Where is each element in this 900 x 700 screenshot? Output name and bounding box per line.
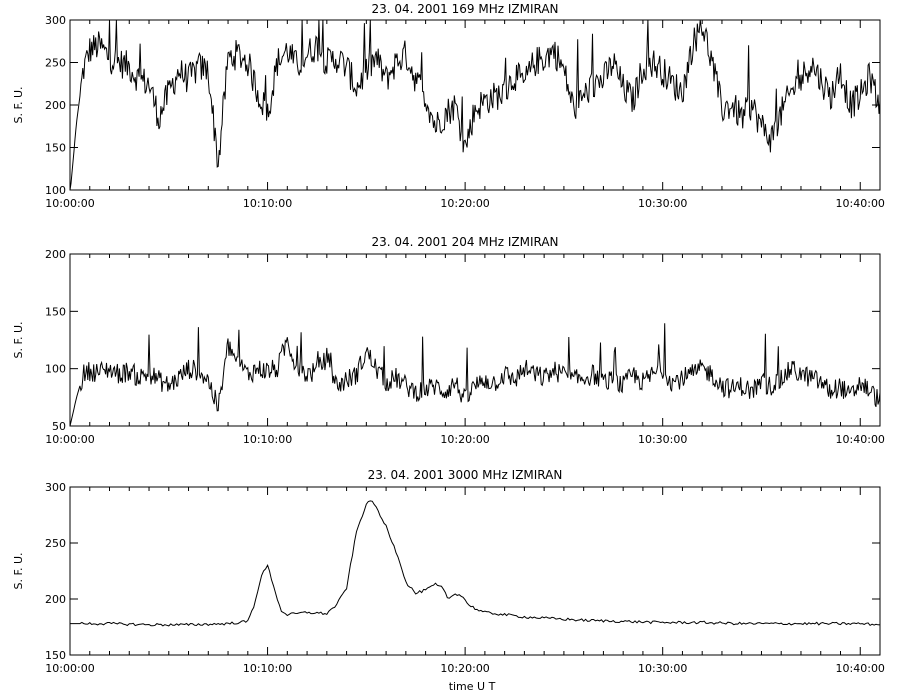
panel-204mhz: 23. 04. 2001 204 MHz IZMIRAN S. F. U. 50… (12, 235, 885, 446)
y-ticks: 150 200 250 300 (45, 481, 880, 662)
y-ticks: 50 100 150 200 (45, 248, 880, 433)
x-tick-label: 10:20:00 (440, 662, 489, 675)
x-tick-label: 10:10:00 (243, 197, 292, 210)
series-line (69, 323, 881, 427)
x-ticks: 10:00:00 10:10:00 10:20:00 10:30:00 10:40:00 (45, 254, 885, 446)
y-tick-label: 150 (45, 305, 66, 318)
y-tick-label: 200 (45, 99, 66, 112)
series-line (70, 500, 881, 627)
x-axis-label: time U T (449, 680, 496, 693)
x-tick-label: 10:40:00 (836, 433, 885, 446)
x-tick-label: 10:10:00 (243, 433, 292, 446)
y-tick-label: 250 (45, 57, 66, 70)
y-tick-label: 100 (45, 184, 66, 197)
plot-frame (69, 486, 881, 656)
y-tick-label: 150 (45, 142, 66, 155)
x-tick-label: 10:30:00 (638, 662, 687, 675)
panel-3000mhz: 23. 04. 2001 3000 MHz IZMIRAN S. F. U. 1… (12, 468, 885, 693)
y-tick-label: 300 (45, 481, 66, 494)
y-tick-label: 50 (52, 420, 66, 433)
x-ticks: 10:00:00 10:10:00 10:20:00 10:30:00 10:40:00 (45, 20, 885, 210)
chart-title: 23. 04. 2001 3000 MHz IZMIRAN (368, 468, 563, 482)
x-tick-label: 10:30:00 (638, 197, 687, 210)
chart-title: 23. 04. 2001 169 MHz IZMIRAN (371, 2, 558, 16)
x-tick-label: 10:30:00 (638, 433, 687, 446)
x-tick-label: 10:00:00 (45, 662, 94, 675)
y-ticks: 100 150 200 250 300 (45, 14, 880, 197)
y-tick-label: 150 (45, 649, 66, 662)
x-tick-label: 10:00:00 (45, 197, 94, 210)
y-tick-label: 200 (45, 593, 66, 606)
y-axis-label: S. F. U. (12, 552, 25, 589)
x-tick-label: 10:40:00 (836, 197, 885, 210)
y-axis-label: S. F. U. (12, 86, 25, 123)
panel-169mhz: 23. 04. 2001 169 MHz IZMIRAN S. F. U. 10… (12, 2, 885, 210)
y-tick-label: 250 (45, 537, 66, 550)
chart-title: 23. 04. 2001 204 MHz IZMIRAN (371, 235, 558, 249)
y-tick-label: 100 (45, 363, 66, 376)
plot-frame (69, 253, 881, 427)
x-tick-label: 10:10:00 (243, 662, 292, 675)
x-tick-label: 10:00:00 (45, 433, 94, 446)
series-line (69, 19, 881, 191)
x-ticks: 10:00:00 10:10:00 10:20:00 10:30:00 10:40:00 (45, 487, 885, 675)
y-tick-label: 300 (45, 14, 66, 27)
x-tick-label: 10:40:00 (836, 662, 885, 675)
x-tick-label: 10:20:00 (440, 197, 489, 210)
y-axis-label: S. F. U. (12, 321, 25, 358)
x-tick-label: 10:20:00 (440, 433, 489, 446)
y-tick-label: 200 (45, 248, 66, 261)
